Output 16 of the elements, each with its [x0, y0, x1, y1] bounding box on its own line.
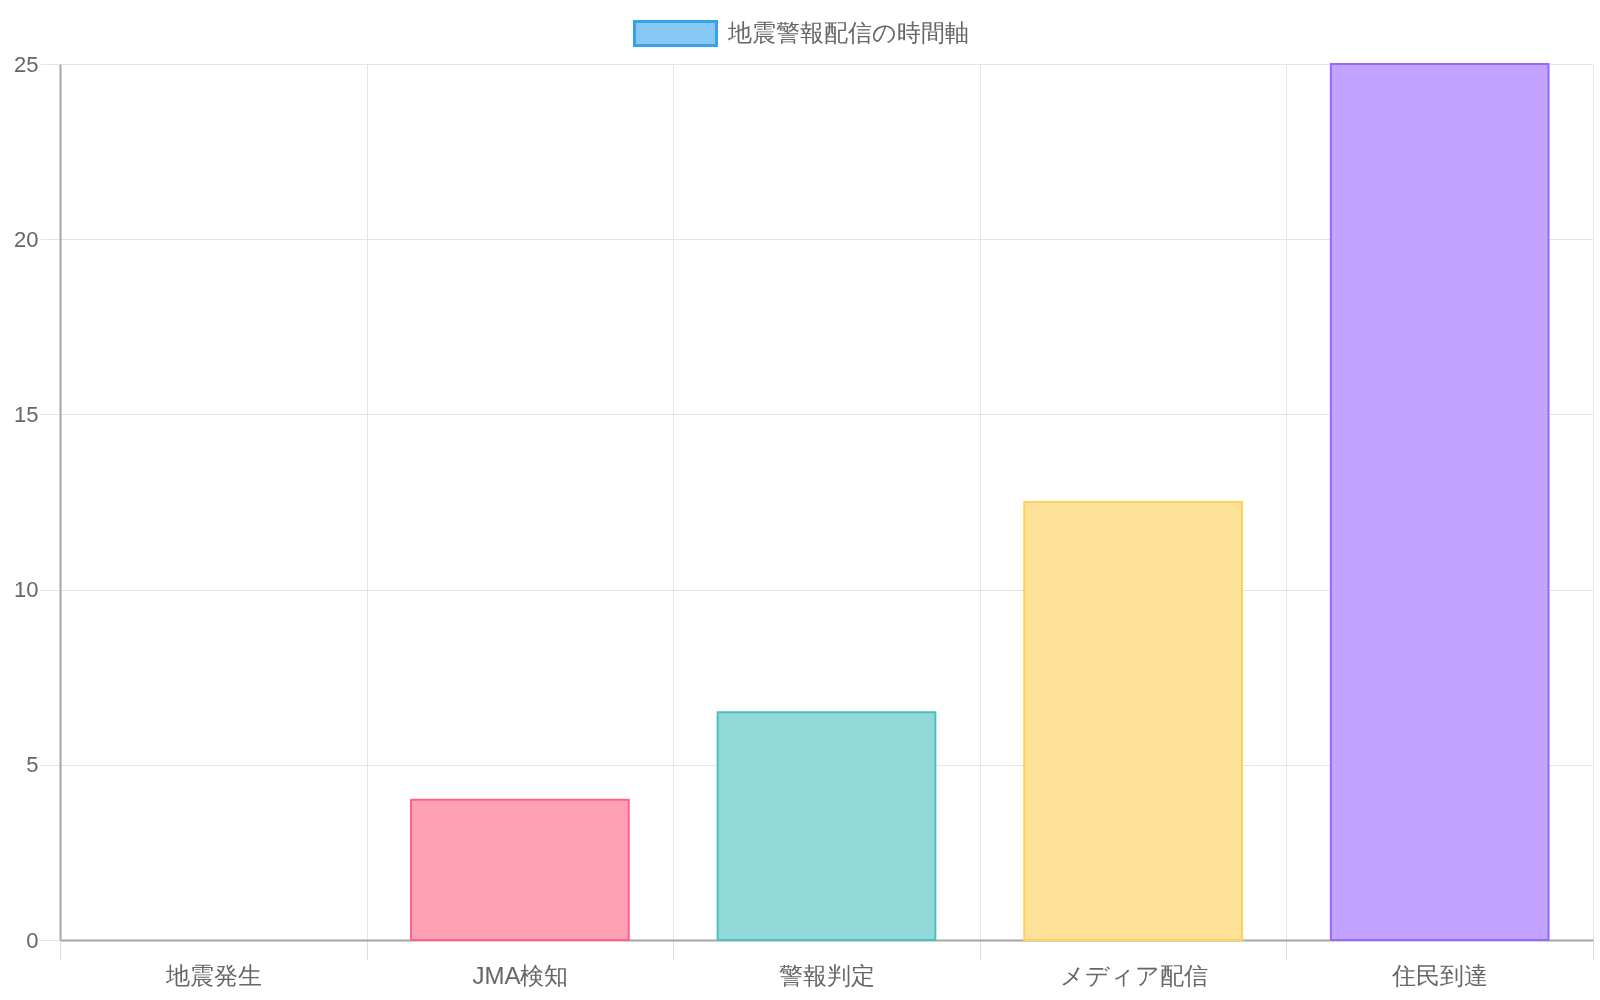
text: 地震警報配信の時間軸 [727, 18, 969, 46]
y-tick-label: 5 [26, 752, 39, 778]
x-tick-label: 地震発生 [164, 961, 262, 989]
x-tick-label: 警報判定 [779, 961, 875, 989]
bar [1329, 63, 1550, 941]
y-tick-label: 15 [14, 401, 39, 427]
bar [1023, 501, 1243, 941]
bar [716, 711, 937, 941]
x-tick-label: 住民到達 [1391, 961, 1489, 989]
y-tick-label: 10 [14, 577, 39, 603]
x-tick-label: メディア配信 [1059, 961, 1208, 989]
y-tick-label: 25 [14, 51, 39, 77]
x-tick-label: JMA検知 [472, 961, 569, 989]
y-tick-label: 0 [26, 927, 39, 953]
y-tick-label: 20 [14, 226, 39, 252]
bar [410, 798, 630, 941]
